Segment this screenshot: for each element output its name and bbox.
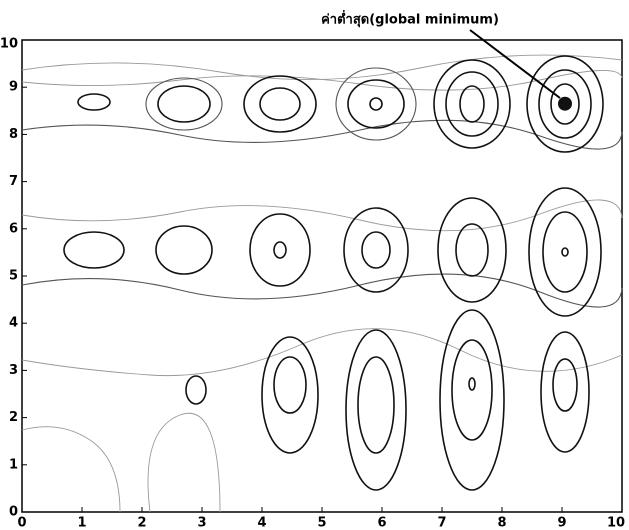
y-tick-label: 5 <box>9 269 18 284</box>
x-tick-label: 5 <box>317 516 326 530</box>
y-tick-label: 2 <box>9 410 18 425</box>
annotation-text: ค่าต่ำสุด(global minimum) <box>321 10 499 28</box>
y-tick-label: 9 <box>9 80 18 95</box>
x-tick-label: 9 <box>557 516 566 530</box>
x-tick-label: 8 <box>497 516 506 530</box>
x-tick-label: 4 <box>257 516 266 530</box>
y-tick-label: 8 <box>9 127 18 142</box>
y-tick-label: 6 <box>9 221 18 236</box>
global-minimum-point <box>558 97 572 111</box>
x-tick-label: 6 <box>377 516 386 530</box>
chart: ค่าต่ำสุด(global minimum) 0 1 2 3 4 5 6 7 8 9 10 0 1… <box>0 0 629 530</box>
x-tick-label: 7 <box>437 516 446 530</box>
y-tick-label: 10 <box>0 37 18 52</box>
x-tick-label: 3 <box>197 516 206 530</box>
y-tick-label: 1 <box>9 457 18 472</box>
x-tick-label: 10 <box>607 516 625 530</box>
x-tick-label: 2 <box>137 516 146 530</box>
x-tick-label: 1 <box>77 516 86 530</box>
y-tick-label: 4 <box>9 316 18 331</box>
y-tick-label: 3 <box>9 363 18 378</box>
y-tick-label: 0 <box>9 505 18 520</box>
y-tick-label: 7 <box>9 174 18 189</box>
x-tick-label: 0 <box>17 516 26 530</box>
